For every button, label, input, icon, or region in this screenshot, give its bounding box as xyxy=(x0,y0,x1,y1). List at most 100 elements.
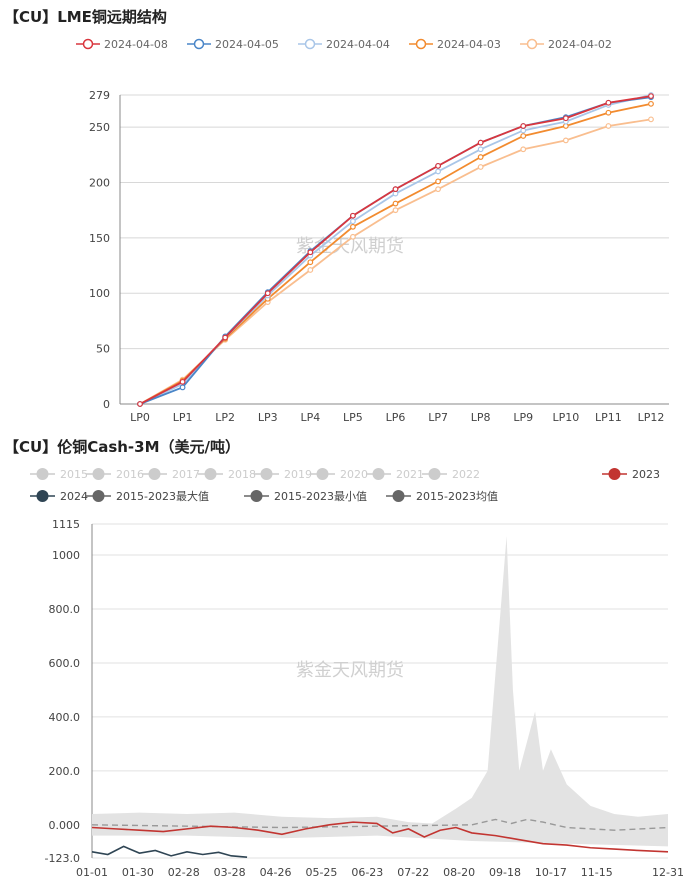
data-point xyxy=(435,186,441,193)
series-2023-line xyxy=(91,821,669,853)
legend-item: 2022 xyxy=(422,468,480,481)
legend-item: 2021 xyxy=(366,468,424,481)
legend-label: 2015-2023最大值 xyxy=(116,489,209,503)
legend-marker xyxy=(316,468,329,480)
average-line xyxy=(91,818,669,831)
data-point xyxy=(520,133,527,139)
legend-marker xyxy=(526,38,538,50)
legend-label: 2023 xyxy=(632,468,660,481)
legend-label: 2024-04-05 xyxy=(215,38,279,51)
legend-label: 2015-2023最小值 xyxy=(274,490,367,503)
y-tick-label: 200 xyxy=(89,176,110,189)
legend-item: 2017 xyxy=(142,468,200,481)
y-tick-label: 250 xyxy=(89,121,110,134)
legend-label: 2024 xyxy=(60,490,88,503)
y-tick-label: 1000 xyxy=(52,549,80,562)
legend-marker xyxy=(428,468,441,480)
data-point xyxy=(222,334,229,341)
data-point xyxy=(179,384,186,391)
y-tick-label: 150 xyxy=(89,232,110,245)
legend-marker xyxy=(260,468,273,480)
legend-label: 2019 xyxy=(284,468,312,481)
x-tick-label: LP8 xyxy=(471,411,491,424)
legend-marker xyxy=(392,490,405,502)
x-tick-label: LP1 xyxy=(173,411,193,424)
x-tick-label: 07-22 xyxy=(397,866,429,879)
legend-item: 2015-2023均值 xyxy=(386,490,498,503)
data-point xyxy=(477,164,484,170)
legend-item: 2024-04-04 xyxy=(298,38,390,51)
legend-label: 2020 xyxy=(340,468,368,481)
x-tick-label: 01-30 xyxy=(122,866,154,879)
x-tick-label: 04-26 xyxy=(260,866,292,879)
x-tick-label: LP9 xyxy=(513,411,533,424)
min-max-band xyxy=(92,536,668,847)
legend-item: 2015-2023最小值 xyxy=(244,490,367,503)
y-tick-label: 100 xyxy=(89,287,110,300)
x-tick-label: 03-28 xyxy=(214,866,246,879)
x-tick-label: LP4 xyxy=(300,411,320,424)
legend-item: 2023 xyxy=(602,468,660,481)
x-tick-label: LP12 xyxy=(638,411,665,424)
data-point xyxy=(307,249,314,256)
y-tick-label: 200.0 xyxy=(49,765,81,778)
x-tick-label: LP6 xyxy=(386,411,406,424)
data-point xyxy=(435,178,441,185)
legend-marker xyxy=(92,490,105,502)
x-tick-label: 01-01 xyxy=(76,866,108,879)
data-point xyxy=(477,146,484,153)
legend-item: 2015 xyxy=(30,468,88,481)
data-point xyxy=(520,146,527,153)
x-tick-label: 06-23 xyxy=(351,866,383,879)
data-point xyxy=(392,186,399,193)
legend-label: 2024-04-08 xyxy=(104,38,168,51)
x-tick-label: LP2 xyxy=(215,411,235,424)
x-tick-label: LP5 xyxy=(343,411,363,424)
data-point xyxy=(350,223,356,230)
y-tick-label: 279 xyxy=(89,89,110,102)
x-tick-label: 08-20 xyxy=(443,866,475,879)
cash-3m-chart: 2015 2016 2017 2018 2019 2020 2021 2022 2023 2024… xyxy=(30,468,684,879)
legend-item: 2024-04-08 xyxy=(76,38,168,51)
y-tick-label: 1115 xyxy=(52,518,80,531)
data-point xyxy=(605,123,612,129)
data-point xyxy=(392,207,399,214)
x-tick-label: LP11 xyxy=(595,411,622,424)
legend-item: 2024-04-03 xyxy=(409,38,501,51)
x-tick-label: 10-17 xyxy=(535,866,567,879)
data-point xyxy=(435,162,441,169)
data-point xyxy=(605,99,612,106)
legend-marker xyxy=(204,468,217,480)
x-tick-label: LP10 xyxy=(552,411,579,424)
data-point xyxy=(264,290,271,297)
y-tick-label: -123.0 xyxy=(45,852,80,865)
y-tick-label: 0.000 xyxy=(49,819,81,832)
x-tick-label: 11-15 xyxy=(581,866,613,879)
y-tick-label: 0 xyxy=(103,398,110,411)
data-point xyxy=(392,200,399,207)
legend-marker xyxy=(304,38,316,50)
data-point xyxy=(350,212,356,219)
series-2024-line xyxy=(91,845,248,858)
data-point xyxy=(605,109,612,116)
data-point xyxy=(562,137,569,144)
legend-marker xyxy=(415,38,427,50)
x-tick-label: 09-18 xyxy=(489,866,521,879)
data-point xyxy=(435,168,441,175)
y-tick-label: 400.0 xyxy=(49,711,81,724)
data-point xyxy=(350,218,356,225)
data-point xyxy=(477,139,484,146)
legend-marker xyxy=(36,468,49,480)
data-point xyxy=(350,233,356,240)
data-point xyxy=(520,123,527,129)
legend-marker xyxy=(372,468,385,480)
legend-item: 2024-04-05 xyxy=(187,38,279,51)
legend-label: 2015 xyxy=(60,468,88,481)
legend-label: 2015-2023均值 xyxy=(416,490,498,503)
x-tick-label: LP7 xyxy=(428,411,448,424)
y-tick-label: 600.0 xyxy=(49,657,81,670)
legend-item: 2024-04-02 xyxy=(520,38,612,51)
legend-label: 2022 xyxy=(452,468,480,481)
y-tick-label: 50 xyxy=(96,343,110,356)
legend-item: 2020 xyxy=(310,468,368,481)
